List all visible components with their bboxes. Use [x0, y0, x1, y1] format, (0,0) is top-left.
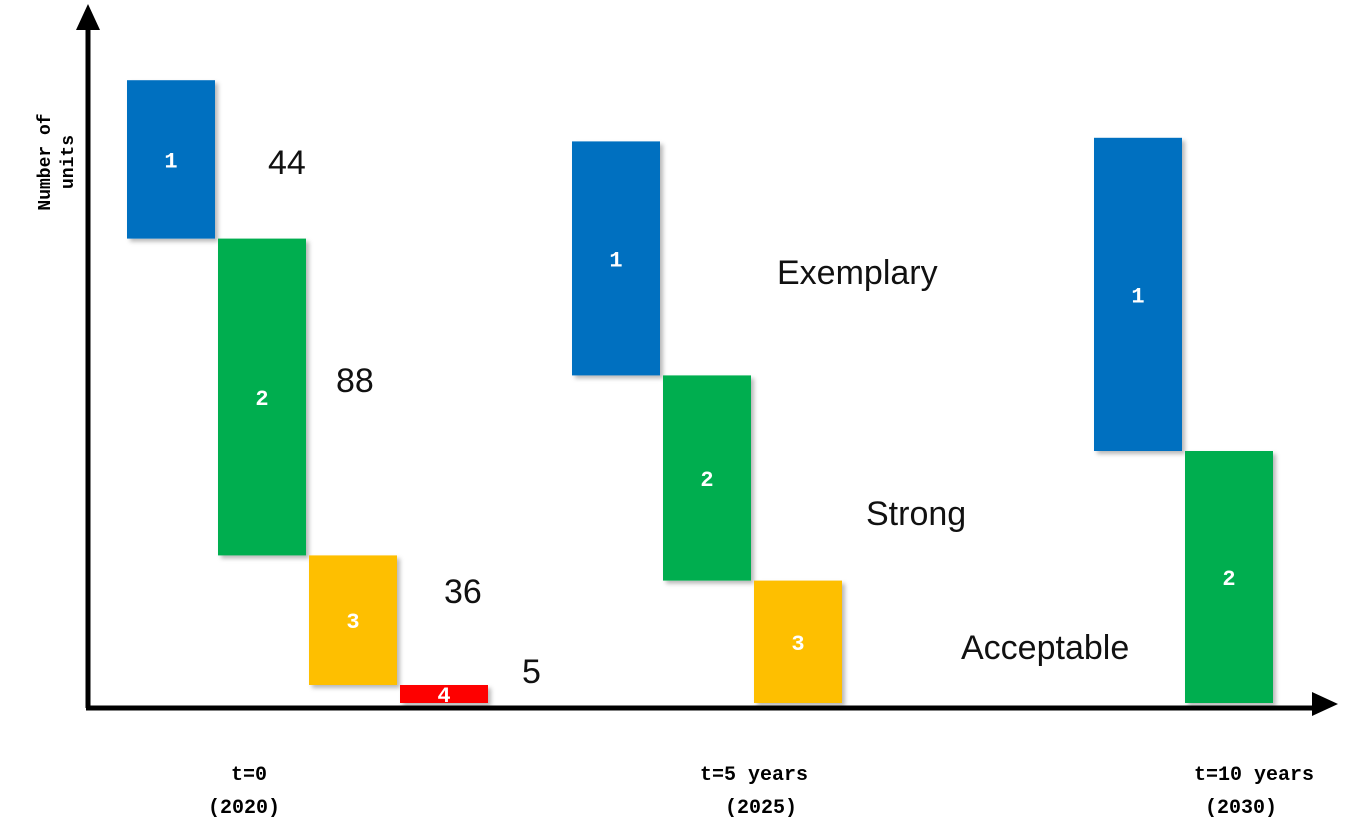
bar-2020-level-4-label: 4	[437, 684, 450, 709]
annotation-acceptable: Acceptable	[961, 629, 1129, 667]
bar-2020-level-3-label: 3	[346, 610, 359, 635]
bar-2025-level-2	[663, 375, 751, 581]
bar-2025-level-1	[572, 141, 660, 376]
bar-2025-level-1-label: 1	[609, 248, 622, 273]
bar-2030-level-2	[1185, 451, 1273, 703]
annotation-exemplary: Exemplary	[777, 254, 938, 292]
bar-2030-level-1	[1094, 137, 1182, 452]
value-label-2020-level-2: 88	[336, 362, 374, 400]
group-2030: 1 2	[1094, 137, 1273, 703]
y-axis-title-line-2: units	[59, 135, 79, 189]
bar-2030-level-2-label: 2	[1222, 567, 1235, 592]
y-axis-title-line-1: Number of	[36, 113, 56, 210]
x-tick-label-2030-line-1: t=10 years	[1194, 764, 1314, 787]
bar-2020-level-2-label: 2	[255, 387, 268, 412]
x-axis-arrowhead	[1312, 692, 1338, 716]
bar-2025-level-3	[754, 580, 842, 703]
x-tick-label-2030-line-2: (2030)	[1205, 797, 1277, 820]
bar-2020-level-1-label: 1	[164, 149, 177, 174]
x-tick-label-2020-line-1: t=0	[231, 764, 267, 787]
axes	[76, 4, 1338, 716]
annotation-strong: Strong	[866, 495, 966, 533]
group-2020: 1 2 3 4	[127, 80, 488, 709]
bar-2020-level-3	[309, 555, 397, 685]
bar-2020-level-4	[400, 685, 488, 703]
value-label-2020-level-1: 44	[268, 144, 306, 182]
value-label-2020-level-4: 5	[522, 653, 541, 691]
x-tick-label-2025-line-1: t=5 years	[700, 764, 808, 787]
bar-2020-level-1	[127, 80, 215, 239]
value-label-2020-level-3: 36	[444, 573, 482, 611]
group-2025: 1 2 3	[572, 141, 842, 703]
bar-2025-level-2-label: 2	[700, 468, 713, 493]
x-tick-label-2020-line-2: (2020)	[208, 797, 280, 820]
y-axis-arrowhead	[76, 4, 100, 30]
bar-2030-level-1-label: 1	[1131, 284, 1144, 309]
x-tick-label-2025-line-2: (2025)	[725, 797, 797, 820]
bar-2025-level-3-label: 3	[791, 632, 804, 657]
bar-2020-level-2	[218, 238, 306, 556]
